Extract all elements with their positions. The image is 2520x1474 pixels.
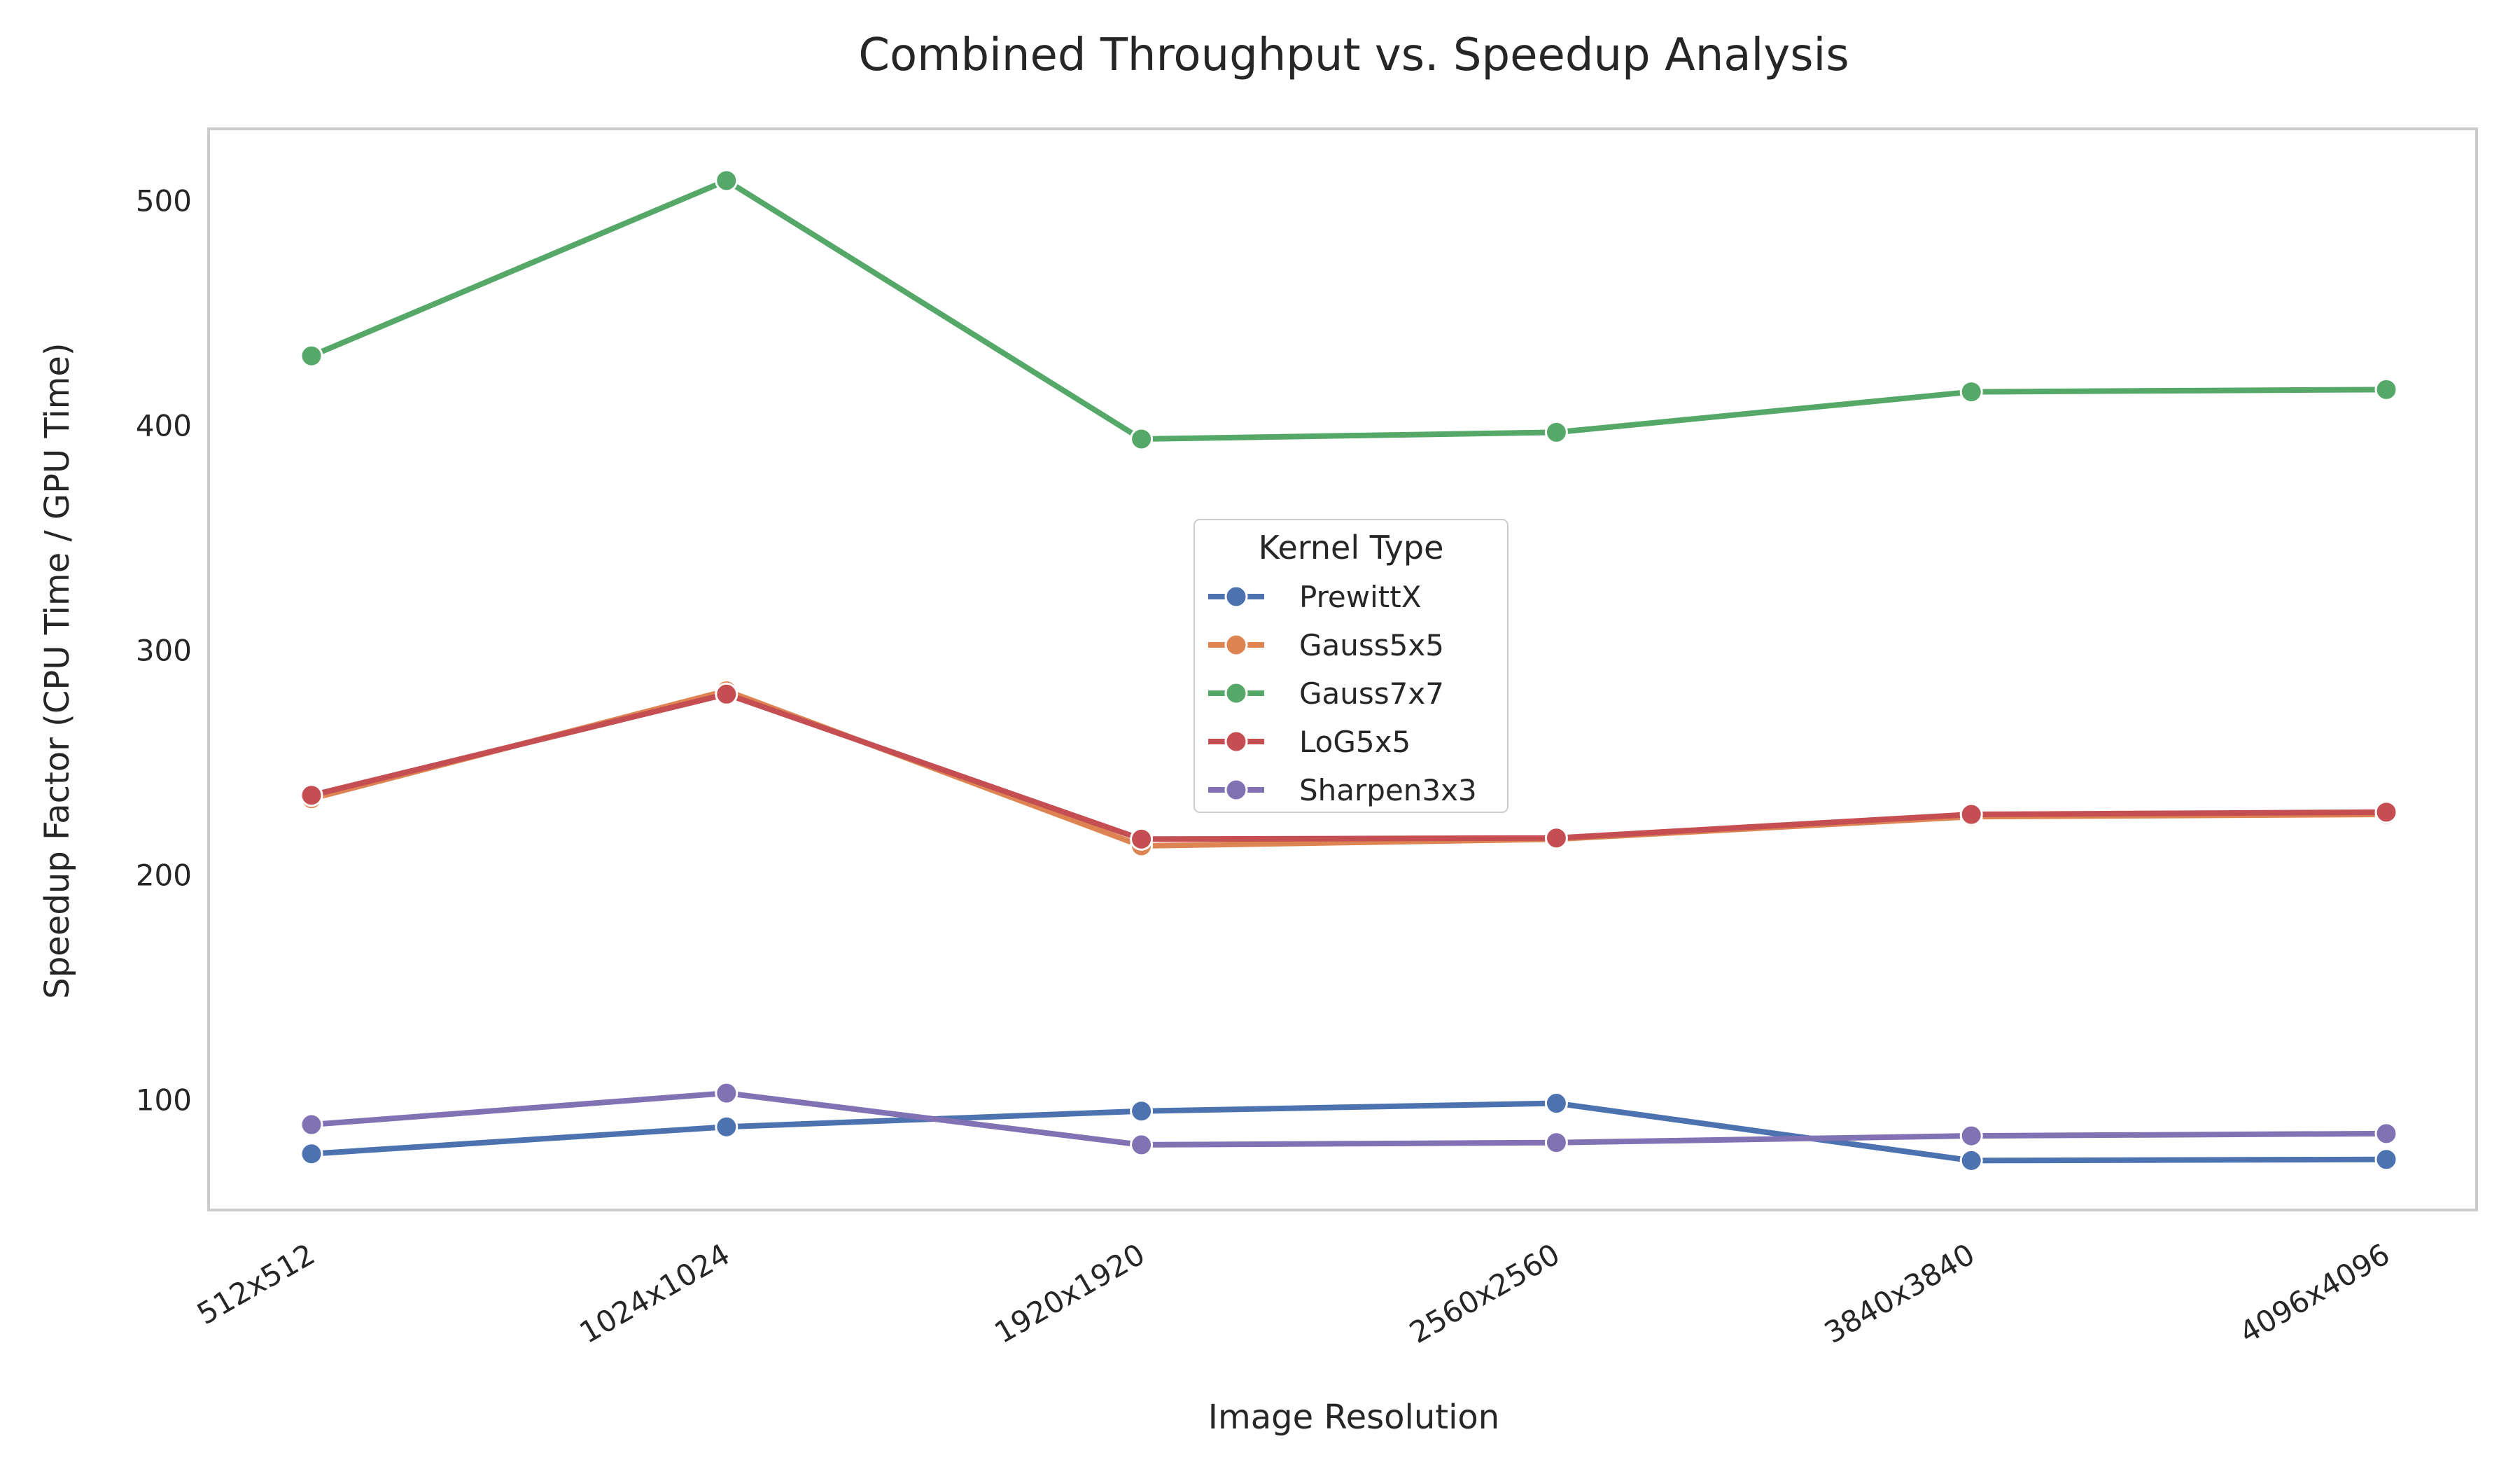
- y-tick-label: 500: [136, 184, 192, 218]
- x-tick-label: 1920x1920: [988, 1237, 1150, 1350]
- legend-marker: [1224, 778, 1248, 802]
- data-point: [2374, 377, 2398, 401]
- series-prewittx: [300, 1092, 2398, 1172]
- data-point: [300, 1142, 323, 1166]
- legend-title: Kernel Type: [1259, 529, 1444, 566]
- data-point: [1959, 802, 1983, 826]
- x-tick-label: 1024x1024: [574, 1237, 736, 1350]
- data-point: [2374, 800, 2398, 824]
- data-point: [715, 1081, 738, 1105]
- legend-marker: [1224, 730, 1248, 753]
- series-line: [309, 691, 2389, 842]
- series-gauss7x7: [300, 169, 2398, 451]
- data-point: [1959, 1148, 1983, 1172]
- data-point: [2374, 1148, 2398, 1171]
- legend-item: LoG5x5: [1208, 725, 1410, 759]
- legend-marker: [1224, 633, 1248, 657]
- data-point: [2374, 1122, 2398, 1146]
- legend-marker: [1224, 681, 1248, 705]
- data-point: [300, 344, 323, 368]
- x-tick-label: 2560x2560: [1404, 1237, 1565, 1350]
- legend-label: Gauss5x5: [1299, 628, 1444, 662]
- legend-label: LoG5x5: [1299, 725, 1410, 759]
- y-tick-label: 100: [136, 1083, 192, 1118]
- legend-item: Gauss5x5: [1208, 628, 1444, 662]
- y-tick-label: 300: [136, 634, 192, 668]
- x-tick-label: 4096x4096: [2234, 1237, 2395, 1350]
- series-line: [309, 1100, 2389, 1164]
- data-point: [1130, 427, 1154, 451]
- plot-border: [207, 127, 2478, 1211]
- data-point: [1544, 420, 1568, 444]
- y-tick-label: 200: [136, 858, 192, 893]
- data-point: [300, 1113, 323, 1136]
- series-line: [309, 1090, 2389, 1148]
- series-sharpen3x3: [300, 1081, 2398, 1157]
- legend-label: Gauss7x7: [1299, 676, 1444, 711]
- legend-item: Gauss7x7: [1208, 676, 1444, 711]
- data-point: [1544, 1092, 1568, 1115]
- data-point: [1959, 380, 1983, 404]
- data-point: [1130, 1099, 1154, 1123]
- data-point: [300, 784, 323, 807]
- legend-label: Sharpen3x3: [1299, 773, 1477, 807]
- y-axis-label: Speedup Factor (CPU Time / GPU Time): [38, 342, 77, 999]
- data-point: [1544, 1131, 1568, 1155]
- legend: Kernel Type PrewittX Gauss5x5 Gauss7x7 LoG5x…: [1194, 519, 1508, 813]
- data-point: [1959, 1124, 1983, 1148]
- legend-item: PrewittX: [1208, 580, 1422, 614]
- legend-marker: [1224, 585, 1248, 609]
- x-tick-label: 3840x3840: [1819, 1237, 1980, 1350]
- series-log5x5: [300, 682, 2398, 851]
- data-point: [715, 682, 738, 706]
- data-point: [1130, 1133, 1154, 1157]
- legend-item: Sharpen3x3: [1208, 773, 1477, 807]
- series-line: [309, 177, 2389, 442]
- series-layer: [300, 169, 2398, 1172]
- legend-box: [1194, 519, 1508, 813]
- data-point: [715, 1115, 738, 1139]
- data-point: [1544, 826, 1568, 850]
- chart-title: Combined Throughput vs. Speedup Analysis: [858, 29, 1849, 81]
- legend-label: PrewittX: [1299, 580, 1422, 614]
- y-tick-label: 400: [136, 409, 192, 443]
- x-axis-label: Image Resolution: [1208, 1398, 1499, 1437]
- data-point: [1130, 827, 1154, 851]
- data-point: [715, 169, 738, 193]
- x-tick-label: 512x512: [191, 1237, 321, 1331]
